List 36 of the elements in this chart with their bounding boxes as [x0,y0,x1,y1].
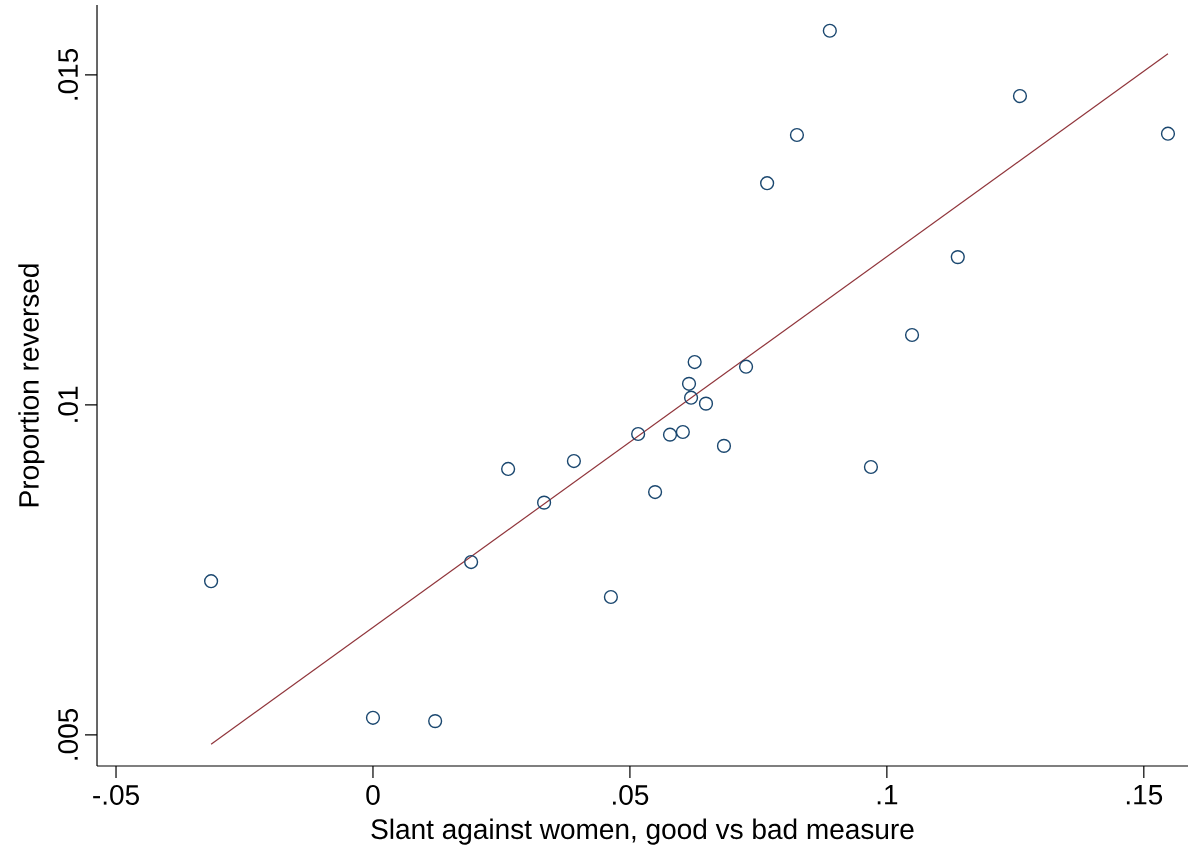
point [464,554,479,570]
point [365,710,381,725]
point [1160,126,1176,141]
point [863,459,879,475]
x-tick-label: .1 [877,785,898,805]
point [428,714,443,729]
point [687,354,702,370]
point [675,424,690,440]
x-tick-label: -.05 [93,785,139,805]
point [631,426,646,442]
point [501,461,516,477]
x-tick-label: .05 [613,785,649,805]
point [662,427,678,442]
point [904,327,920,343]
point [648,484,663,500]
point [698,396,714,411]
point [738,359,754,374]
point [950,250,965,265]
point [683,390,699,405]
x-axis-title: Slant against women, good vs bad measure [371,818,914,845]
point [603,589,618,605]
y-axis-title: Proportion reversed [18,264,45,507]
y-tick-label: .01 [58,386,78,422]
x-tick-label: 0 [366,785,380,805]
point [789,127,805,143]
point [1012,88,1028,104]
point [203,574,219,589]
y-tick-label: .005 [58,708,78,760]
point [716,438,732,453]
x-tick-label: .15 [1126,785,1163,805]
y-tick-label: .015 [58,48,78,100]
point [822,23,837,38]
point [760,176,775,191]
point [566,453,581,469]
point [537,495,552,510]
point [681,376,697,391]
